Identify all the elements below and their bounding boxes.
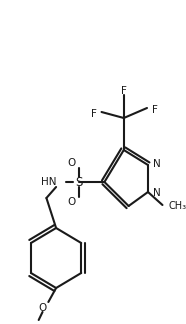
Text: O: O xyxy=(39,303,47,313)
Text: F: F xyxy=(152,105,158,115)
Text: O: O xyxy=(68,197,76,207)
Text: O: O xyxy=(68,158,76,168)
Text: N: N xyxy=(153,188,161,198)
Text: CH₃: CH₃ xyxy=(168,201,186,211)
Text: S: S xyxy=(76,176,83,189)
Text: N: N xyxy=(153,159,161,169)
Text: F: F xyxy=(91,109,97,119)
Text: HN: HN xyxy=(41,177,56,187)
Text: F: F xyxy=(121,86,127,96)
